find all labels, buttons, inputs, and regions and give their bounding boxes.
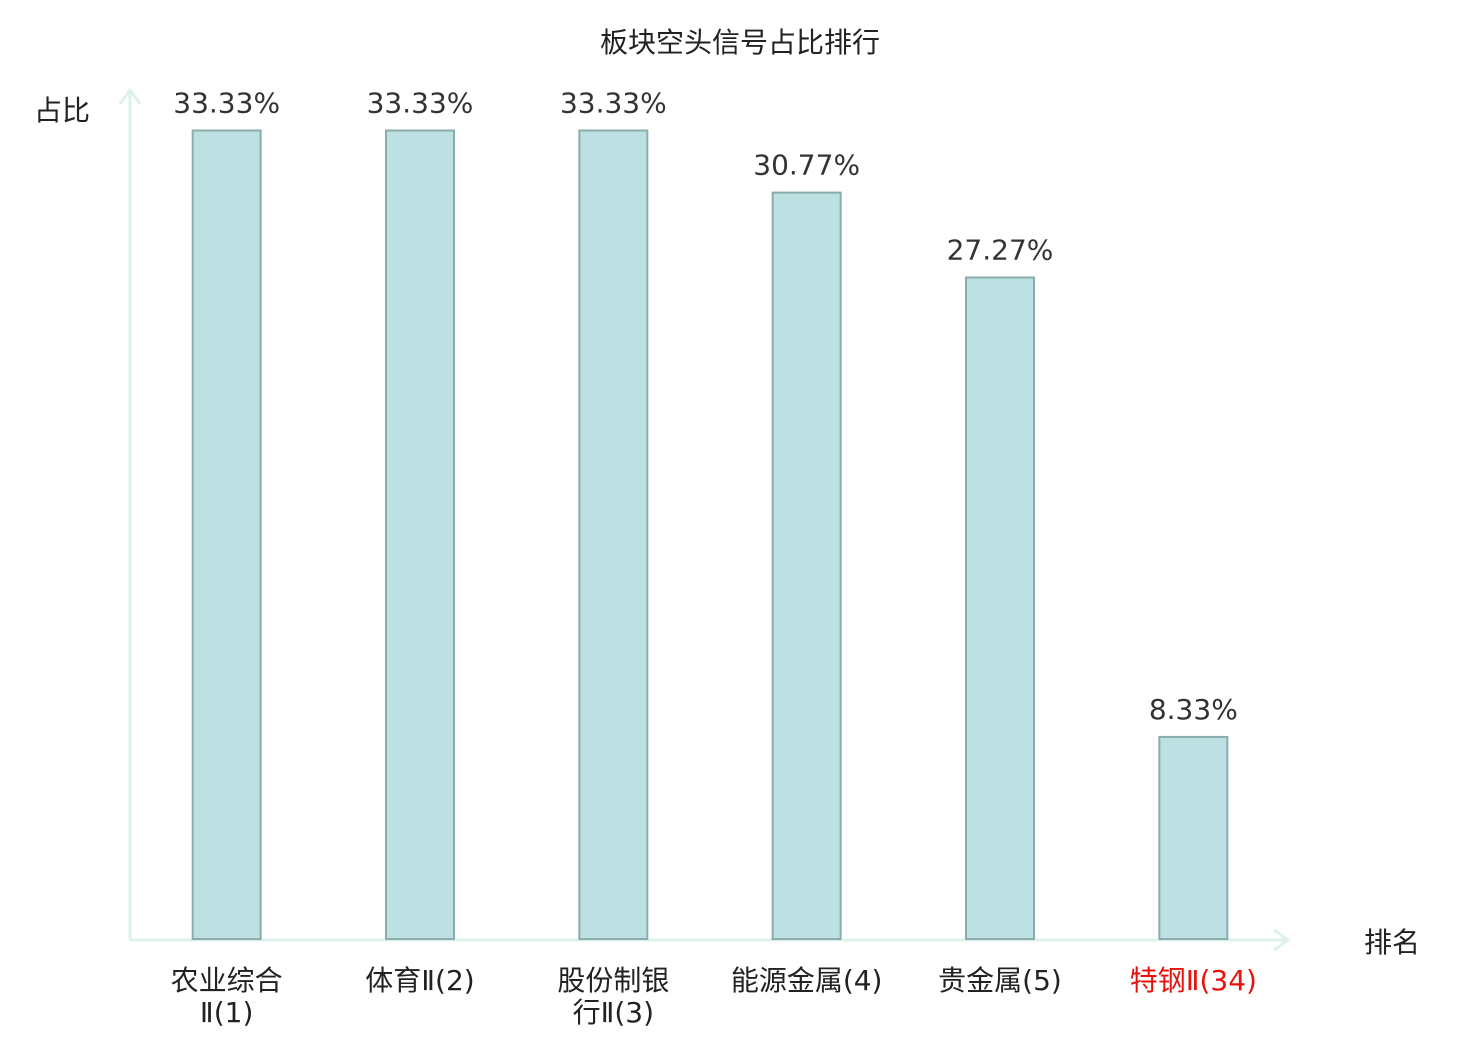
x-axis-label: 排名 bbox=[1364, 926, 1420, 959]
chart-title: 板块空头信号占比排行 bbox=[600, 26, 880, 59]
bar bbox=[965, 276, 1035, 941]
x-tick-label: 农业综合 Ⅱ(1) bbox=[170, 964, 283, 1029]
bar bbox=[385, 129, 455, 941]
axes bbox=[118, 87, 1291, 952]
value-label: 33.33% bbox=[173, 87, 280, 120]
x-tick-label: 贵金属(5) bbox=[938, 964, 1062, 997]
value-label: 33.33% bbox=[367, 87, 474, 120]
bar bbox=[1158, 735, 1229, 940]
bar bbox=[771, 191, 842, 940]
value-label: 30.77% bbox=[753, 149, 860, 182]
bar bbox=[578, 129, 649, 941]
y-axis-label: 占比 bbox=[34, 94, 90, 127]
value-label: 33.33% bbox=[560, 87, 667, 120]
value-label: 8.33% bbox=[1149, 693, 1238, 726]
x-arrow bbox=[1273, 928, 1291, 952]
x-tick-label: 股份制银 行Ⅱ(3) bbox=[557, 964, 670, 1029]
y-arrow bbox=[118, 87, 142, 105]
bar bbox=[191, 129, 262, 941]
value-label: 27.27% bbox=[947, 234, 1054, 267]
x-tick-label: 体育Ⅱ(2) bbox=[365, 964, 475, 997]
x-tick-label: 特钢Ⅱ(34) bbox=[1129, 964, 1257, 997]
x-tick-label: 能源金属(4) bbox=[730, 964, 883, 997]
